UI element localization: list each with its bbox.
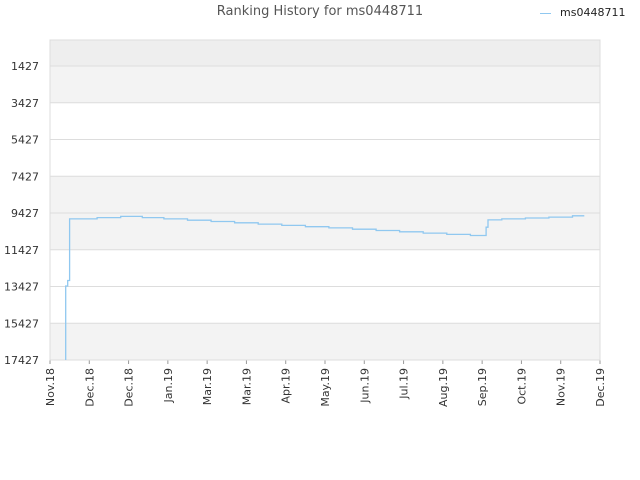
plot-band <box>50 102 600 140</box>
x-tick-label: Sep.19 <box>476 368 489 406</box>
x-tick-label: Jan.19 <box>162 368 175 403</box>
x-tick-label: Jun.19 <box>358 368 371 404</box>
x-tick-label: Mar.19 <box>201 368 214 405</box>
plot-band <box>50 323 600 360</box>
plot-band <box>50 286 600 324</box>
x-tick-label: Dec.18 <box>83 368 96 407</box>
plot-band <box>50 40 600 66</box>
plot-band <box>50 176 600 213</box>
y-tick-label: 3427 <box>11 97 39 110</box>
x-tick-label: Apr.19 <box>280 368 293 404</box>
x-tick-label: Oct.19 <box>515 368 528 405</box>
y-tick-label: 15427 <box>4 317 39 330</box>
legend-label: ms0448711 <box>560 6 626 19</box>
y-tick-label: 5427 <box>11 134 39 147</box>
x-tick-label: Dec.18 <box>123 368 136 407</box>
chart-title: Ranking History for ms0448711 <box>216 4 424 19</box>
plot-band <box>50 66 600 103</box>
x-tick-label: May.19 <box>319 368 332 407</box>
x-tick-label: Mar.19 <box>240 368 253 405</box>
y-tick-label: 11427 <box>4 244 39 257</box>
y-tick-label: 13427 <box>4 281 39 294</box>
y-tick-label: 1427 <box>11 60 39 73</box>
y-tick-label: 9427 <box>11 207 39 220</box>
x-tick-label: Nov.19 <box>555 368 568 406</box>
x-tick-label: Jul.19 <box>398 368 411 400</box>
plot-band <box>50 139 600 177</box>
plot-band <box>50 249 600 287</box>
x-tick-label: Nov.18 <box>44 368 57 406</box>
x-tick-label: Aug.19 <box>437 368 450 407</box>
y-tick-label: 7427 <box>11 170 39 183</box>
plot-frame <box>49 39 601 361</box>
series-line <box>65 215 585 360</box>
legend-swatch <box>540 13 551 14</box>
x-tick-label: Dec.19 <box>594 368 607 407</box>
y-tick-label: 17427 <box>4 354 39 367</box>
